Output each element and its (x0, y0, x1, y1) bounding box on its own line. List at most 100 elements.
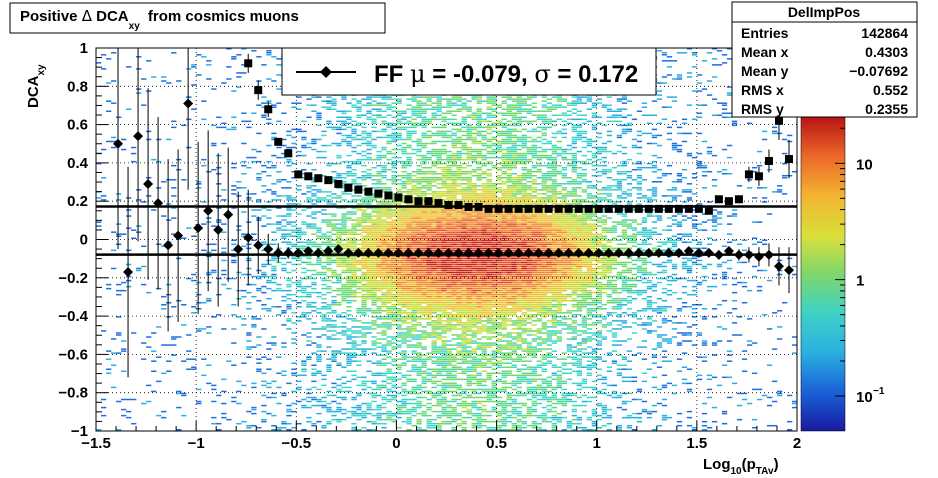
heatmap-cell (381, 295, 387, 298)
heatmap-cell (481, 320, 487, 322)
heatmap-cell (346, 261, 352, 264)
heatmap-cell (116, 332, 122, 334)
heatmap-cell (276, 170, 282, 173)
heatmap-cell (431, 346, 437, 348)
heatmap-cell (391, 304, 397, 306)
heatmap-cell (361, 197, 367, 199)
heatmap-cell (436, 380, 442, 383)
heatmap-cell (466, 318, 472, 320)
heatmap-cell (466, 271, 472, 274)
heatmap-cell (291, 136, 297, 139)
heatmap-cell (386, 308, 392, 310)
heatmap-cell (411, 185, 417, 187)
heatmap-cell (341, 181, 347, 183)
heatmap-cell (431, 265, 437, 268)
heatmap-cell (396, 404, 402, 407)
heatmap-cell (426, 207, 432, 209)
heatmap-cell (276, 179, 282, 181)
heatmap-cell (476, 424, 482, 427)
heatmap-cell (446, 301, 452, 304)
heatmap-cell (441, 223, 447, 225)
heatmap-cell (321, 219, 327, 221)
heatmap-cell (421, 211, 427, 213)
heatmap-cell (381, 166, 387, 169)
heatmap-cell (376, 299, 382, 302)
heatmap-cell (356, 295, 362, 298)
heatmap-cell (436, 392, 442, 395)
heatmap-cell (366, 275, 372, 278)
heatmap-cell (466, 193, 472, 195)
heatmap-cell (351, 267, 357, 270)
heatmap-cell (241, 112, 247, 115)
heatmap-cell (431, 223, 437, 225)
heatmap-cell (416, 368, 422, 371)
heatmap-cell (431, 245, 437, 248)
heatmap-cell (411, 207, 417, 209)
heatmap-cell (341, 390, 347, 393)
heatmap-cell (221, 247, 227, 250)
heatmap-cell (241, 295, 247, 298)
heatmap-cell (151, 332, 157, 334)
heatmap-cell (446, 352, 452, 354)
heatmap-cell (316, 404, 322, 407)
heatmap-cell (441, 388, 447, 391)
heatmap-cell (456, 166, 462, 169)
heatmap-cell (211, 422, 217, 425)
heatmap-cell (241, 187, 247, 189)
heatmap-cell (246, 308, 252, 310)
heatmap-cell (401, 227, 407, 229)
heatmap-cell (391, 336, 397, 338)
heatmap-cell (431, 152, 437, 155)
heatmap-cell (346, 352, 352, 354)
heatmap-cell (371, 420, 377, 423)
heatmap-cell (376, 179, 382, 181)
heatmap-cell (306, 227, 312, 229)
heatmap-cell (271, 342, 277, 344)
heatmap-cell (486, 332, 492, 334)
heatmap-cell (481, 364, 487, 366)
heatmap-cell (441, 368, 447, 371)
heatmap-cell (466, 360, 472, 362)
heatmap-cell (386, 275, 392, 278)
heatmap-cell (401, 225, 407, 227)
heatmap-cell (406, 277, 412, 280)
heatmap-cell (456, 275, 462, 278)
heatmap-cell (381, 386, 387, 389)
heatmap-cell (431, 275, 437, 278)
heatmap-cell (281, 241, 287, 244)
heatmap-cell (311, 424, 317, 427)
heatmap-cell (451, 358, 457, 360)
heatmap-cell (376, 261, 382, 264)
heatmap-cell (291, 338, 297, 340)
heatmap-cell (306, 257, 312, 260)
heatmap-cell (366, 283, 372, 286)
heatmap-cell (456, 237, 462, 239)
heatmap-cell (386, 213, 392, 215)
heatmap-cell (351, 255, 357, 258)
heatmap-cell (436, 148, 442, 151)
heatmap-cell (466, 287, 472, 290)
heatmap-cell (461, 207, 467, 209)
heatmap-cell (471, 142, 477, 145)
heatmap-cell (411, 283, 417, 286)
heatmap-cell (391, 231, 397, 233)
heatmap-cell (456, 386, 462, 389)
heatmap-cell (156, 160, 162, 163)
heatmap-cell (416, 231, 422, 233)
heatmap-cell (356, 225, 362, 227)
heatmap-cell (436, 187, 442, 189)
heatmap-cell (296, 247, 302, 250)
heatmap-cell (266, 259, 272, 262)
heatmap-cell (426, 390, 432, 393)
heatmap-cell (276, 426, 282, 429)
heatmap-cell (406, 104, 412, 106)
heatmap-cell (401, 170, 407, 173)
heatmap-cell (481, 183, 487, 185)
heatmap-cell (406, 356, 412, 358)
heatmap-cell (456, 342, 462, 344)
heatmap-cell (456, 239, 462, 242)
heatmap-cell (441, 140, 447, 143)
heatmap-cell (461, 172, 467, 175)
heatmap-cell (406, 227, 412, 229)
heatmap-cell (341, 231, 347, 233)
